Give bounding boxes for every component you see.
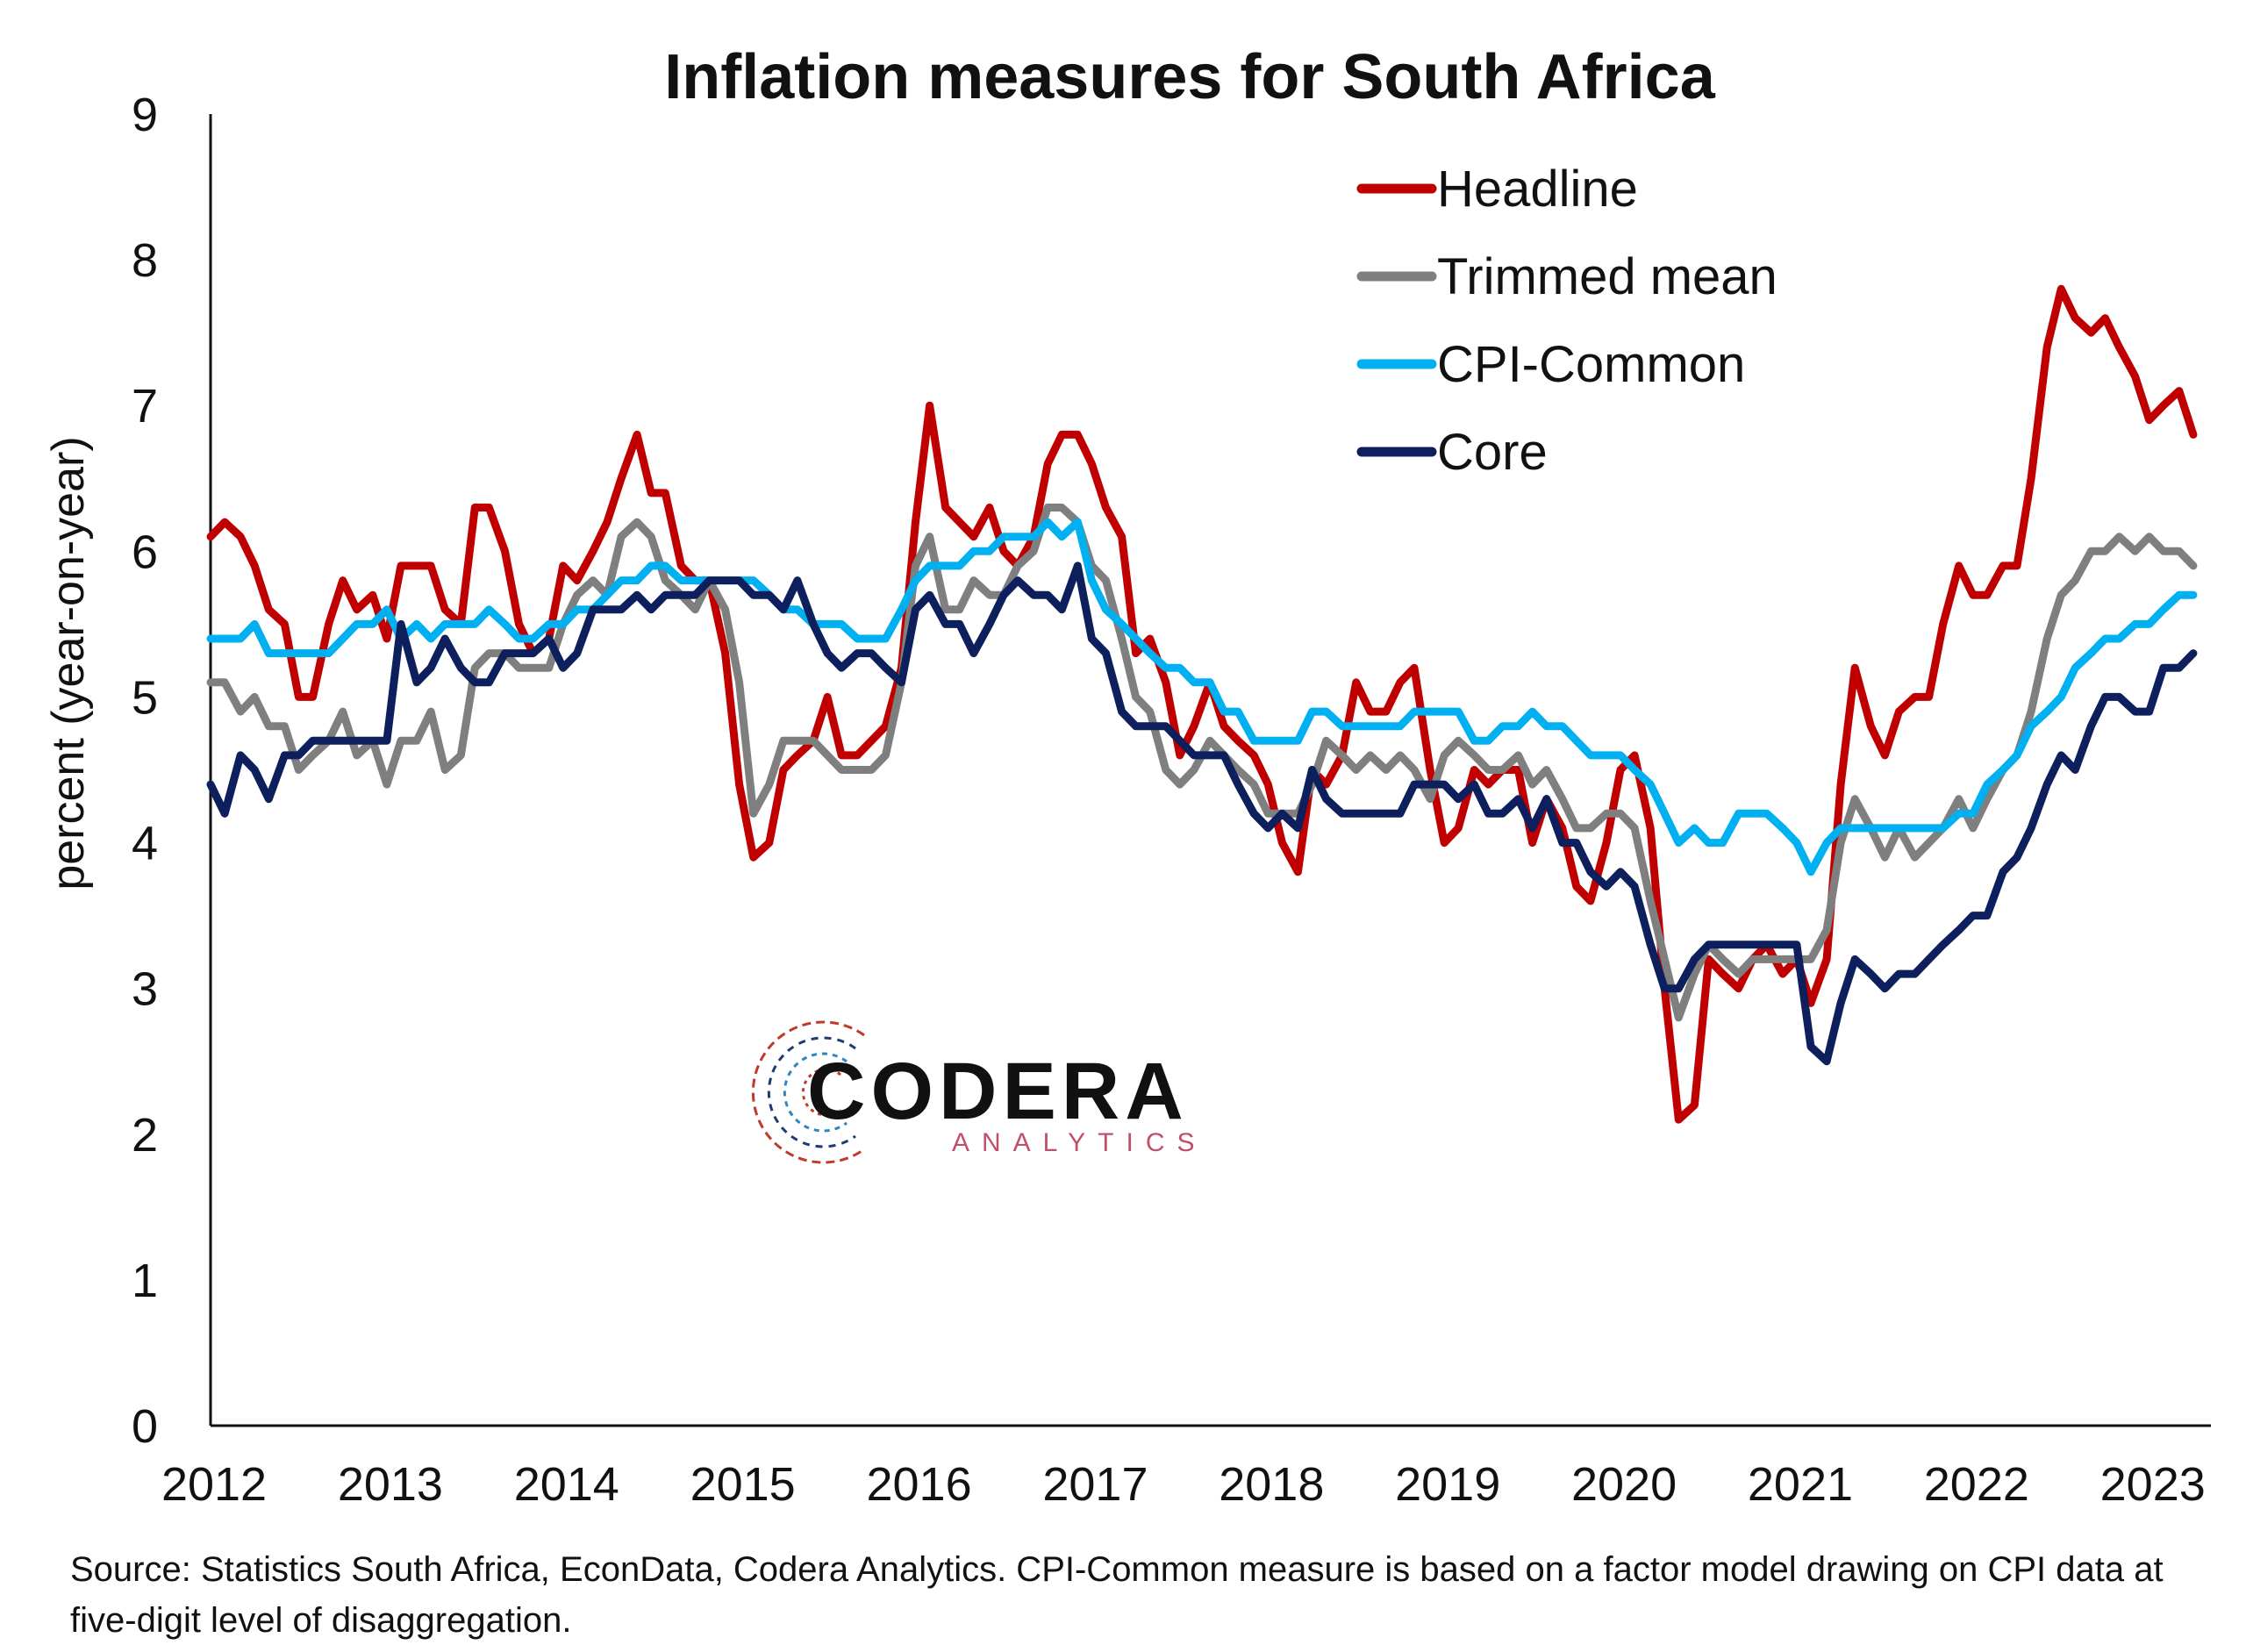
x-tick-label: 2017 xyxy=(1042,1458,1148,1511)
y-tick-label: 5 xyxy=(132,671,158,724)
x-axis-ticks: 2012 2013 2014 2015 2016 2017 2018 2019 2020 2021… xyxy=(161,1458,2206,1511)
series-line-core xyxy=(206,561,2198,1066)
codera-logo: CODERA ANALYTICS xyxy=(751,1020,1207,1164)
x-tick-label: 2013 xyxy=(338,1458,443,1511)
y-tick-label: 4 xyxy=(132,818,158,870)
y-tick-label: 6 xyxy=(132,526,158,578)
axes xyxy=(209,114,2211,1427)
y-axis-label: percent (year-on-year) xyxy=(43,436,94,890)
chart-title: Inflation measures for South Africa xyxy=(664,42,1715,112)
x-tick-label: 2022 xyxy=(1924,1458,2029,1511)
y-axis-ticks: 0 1 2 3 4 5 6 7 8 9 xyxy=(132,89,158,1453)
y-tick-label: 2 xyxy=(132,1109,158,1162)
codera-logo-mark-icon xyxy=(751,1020,865,1164)
series-line-headline xyxy=(206,284,2198,1124)
x-tick-label: 2015 xyxy=(690,1458,796,1511)
legend-label: Core xyxy=(1437,424,1548,481)
x-tick-label: 2018 xyxy=(1219,1458,1324,1511)
logo-subtitle: ANALYTICS xyxy=(952,1128,1207,1157)
source-note: Source: Statistics South Africa, EconDat… xyxy=(70,1550,2164,1640)
series-line-cpi-common xyxy=(206,518,2198,876)
x-tick-label: 2023 xyxy=(2100,1458,2206,1511)
x-tick-label: 2012 xyxy=(161,1458,267,1511)
x-tick-label: 2016 xyxy=(866,1458,971,1511)
x-tick-label: 2014 xyxy=(514,1458,619,1511)
logo-wordmark: CODERA xyxy=(807,1047,1189,1136)
x-tick-label: 2019 xyxy=(1395,1458,1500,1511)
legend-label: Trimmed mean xyxy=(1437,248,1777,305)
legend-label: Headline xyxy=(1437,161,1638,218)
y-tick-label: 0 xyxy=(132,1400,158,1453)
y-tick-label: 9 xyxy=(132,89,158,141)
y-tick-label: 8 xyxy=(132,234,158,287)
y-tick-label: 3 xyxy=(132,963,158,1016)
y-tick-label: 7 xyxy=(132,380,158,433)
series-lines xyxy=(206,284,2198,1124)
legend-label: CPI-Common xyxy=(1437,336,1745,393)
x-tick-label: 2020 xyxy=(1571,1458,1677,1511)
x-tick-label: 2021 xyxy=(1748,1458,1853,1511)
y-tick-label: 1 xyxy=(132,1255,158,1307)
legend: Headline Trimmed mean CPI-Common Core xyxy=(1356,161,1777,481)
